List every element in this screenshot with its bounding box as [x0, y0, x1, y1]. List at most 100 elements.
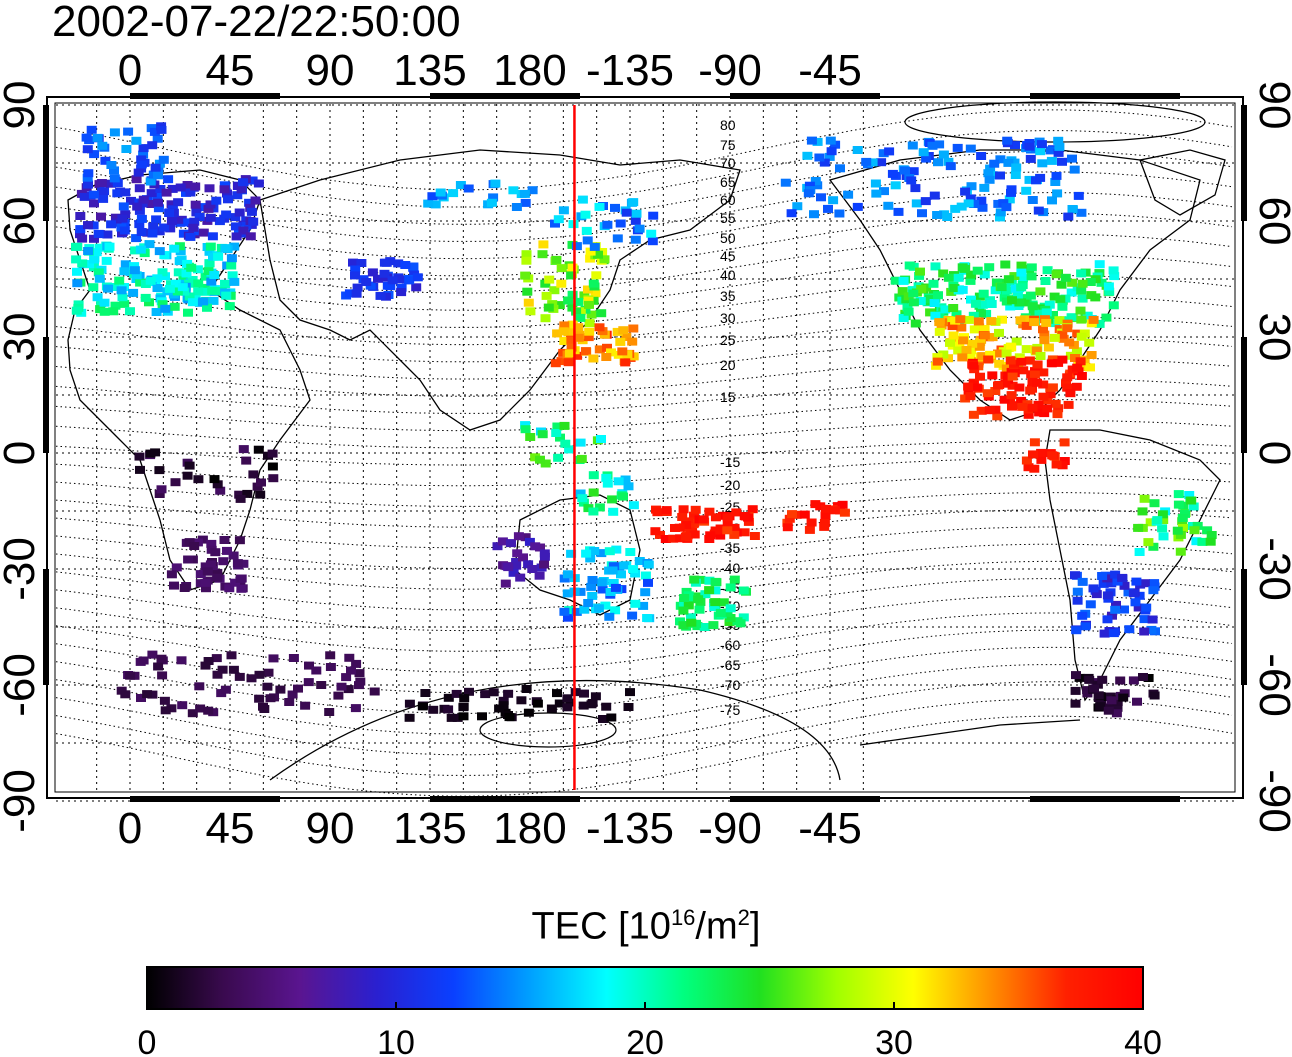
tec-cell: [575, 438, 586, 447]
tec-cell: [588, 279, 599, 288]
tec-cell: [576, 454, 587, 463]
tec-cell: [810, 177, 821, 185]
tec-cell: [142, 228, 153, 237]
tec-cell: [525, 307, 536, 316]
tec-cell: [959, 264, 970, 273]
tec-cell: [628, 324, 639, 333]
tec-cell: [843, 190, 854, 199]
tec-cell: [166, 200, 177, 209]
tec-cell: [787, 510, 797, 519]
tec-cell: [131, 234, 142, 243]
tec-cell: [969, 325, 980, 334]
tec-cell: [575, 489, 586, 498]
tec-cell: [809, 210, 819, 219]
tec-cell: [158, 155, 169, 164]
frame-bar-left: [43, 337, 49, 453]
tec-cell: [563, 570, 573, 579]
tec-cell: [1036, 140, 1047, 149]
tec-cell: [1025, 291, 1036, 300]
tec-cell: [1035, 147, 1046, 156]
tec-cell: [1001, 297, 1012, 306]
tec-cell: [267, 449, 278, 458]
tec-cell: [170, 279, 181, 288]
tec-cell: [650, 527, 661, 536]
tec-cell: [1031, 346, 1042, 355]
tec-cell: [1067, 278, 1078, 287]
tec-cell: [1139, 579, 1150, 588]
magnetic-latitude-line: [55, 254, 1233, 311]
tec-cell: [725, 614, 736, 622]
magnetic-latitude-label: 50: [720, 230, 736, 246]
tec-cell: [620, 358, 631, 367]
colorbar-tick-label: 10: [377, 1024, 415, 1057]
tec-cell: [174, 242, 185, 251]
tec-cell: [1002, 136, 1013, 145]
tec-cell: [1051, 460, 1062, 469]
tec-cell: [618, 492, 628, 501]
tec-cell: [71, 306, 82, 315]
tec-cell: [1071, 671, 1081, 680]
tec-cell: [571, 307, 582, 316]
tec-cell: [185, 188, 196, 197]
tec-cell: [819, 522, 830, 531]
magnetic-latitude-label: 65: [720, 174, 736, 190]
tec-cell: [566, 343, 577, 352]
tec-cell: [194, 682, 205, 691]
tec-cell: [953, 346, 964, 355]
tec-cell: [995, 213, 1005, 222]
tec-cell: [987, 333, 998, 342]
tec-cell: [593, 604, 604, 613]
tec-cell: [876, 158, 887, 167]
magnetic-latitude-label: 25: [720, 332, 736, 348]
tec-cell: [1076, 372, 1087, 380]
tec-cell: [953, 273, 964, 282]
tec-cell: [119, 226, 130, 235]
right-latitude-label: -30: [1250, 537, 1292, 601]
tec-cell: [966, 270, 977, 279]
tec-cell: [588, 354, 599, 363]
tec-cell: [1101, 313, 1112, 322]
tec-cell: [159, 696, 170, 705]
tec-cell: [1070, 571, 1080, 580]
tec-cell: [1149, 579, 1160, 588]
tec-cell: [537, 250, 548, 259]
tec-cell: [1111, 600, 1121, 609]
tec-cell: [1065, 389, 1076, 398]
frame-bar-bottom: [730, 796, 880, 802]
tec-cell: [86, 125, 97, 134]
tec-cell: [948, 331, 959, 340]
tec-cell: [643, 578, 653, 587]
tec-cell: [812, 181, 823, 190]
tec-cell: [1108, 629, 1119, 638]
tec-cell: [435, 188, 446, 197]
tec-cell: [147, 229, 158, 238]
tec-cell: [558, 327, 569, 336]
tec-cell: [256, 478, 266, 487]
tec-cell: [982, 389, 993, 398]
tec-cell: [423, 199, 434, 208]
frame-bar-bottom: [1030, 796, 1180, 802]
tec-cell: [589, 242, 600, 251]
tec-cell: [498, 696, 509, 705]
tec-cell: [544, 275, 555, 284]
tec-cell: [1001, 349, 1012, 358]
tec-cell: [183, 218, 194, 227]
tec-cell: [976, 309, 986, 318]
tec-cell: [1128, 589, 1139, 598]
tec-cell: [968, 311, 979, 320]
tec-cell: [725, 583, 736, 592]
tec-cell: [583, 285, 593, 294]
tec-cell: [195, 570, 206, 579]
tec-cell: [428, 705, 439, 714]
tec-cell: [1042, 404, 1053, 413]
tec-cell: [1021, 321, 1032, 330]
tec-cell: [1036, 448, 1047, 457]
tec-cell: [1071, 382, 1082, 391]
tec-cell: [1095, 702, 1106, 711]
tec-cell: [917, 209, 927, 218]
tec-cell: [1103, 706, 1114, 715]
tec-cell: [948, 304, 959, 312]
tec-cell: [1060, 273, 1071, 282]
tec-cell: [1018, 274, 1028, 283]
tec-cell: [488, 193, 499, 202]
